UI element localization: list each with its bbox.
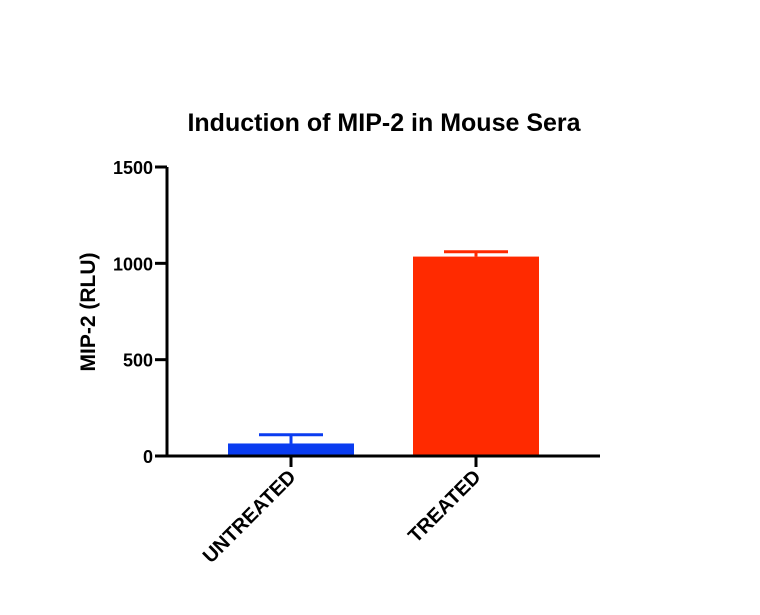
x-axis-labels: UNTREATED TREATED — [199, 466, 486, 568]
y-tick-label: 1000 — [113, 254, 153, 274]
y-tick-label: 0 — [143, 447, 153, 467]
bar-untreated — [228, 443, 354, 456]
y-axis-label: MIP-2 (RLU) — [77, 253, 100, 372]
y-axis-ticks: 0 500 1000 1500 — [113, 158, 167, 467]
y-tick-label: 500 — [123, 351, 153, 371]
bars — [228, 256, 539, 456]
y-tick-label: 1500 — [113, 158, 153, 178]
x-tick-label-treated: TREATED — [404, 466, 485, 547]
chart-title: Induction of MIP-2 in Mouse Sera — [187, 109, 581, 137]
x-tick-label-untreated: UNTREATED — [199, 466, 301, 568]
error-bars — [259, 250, 508, 444]
bar-treated — [413, 256, 539, 456]
x-axis-ticks — [289, 456, 478, 467]
